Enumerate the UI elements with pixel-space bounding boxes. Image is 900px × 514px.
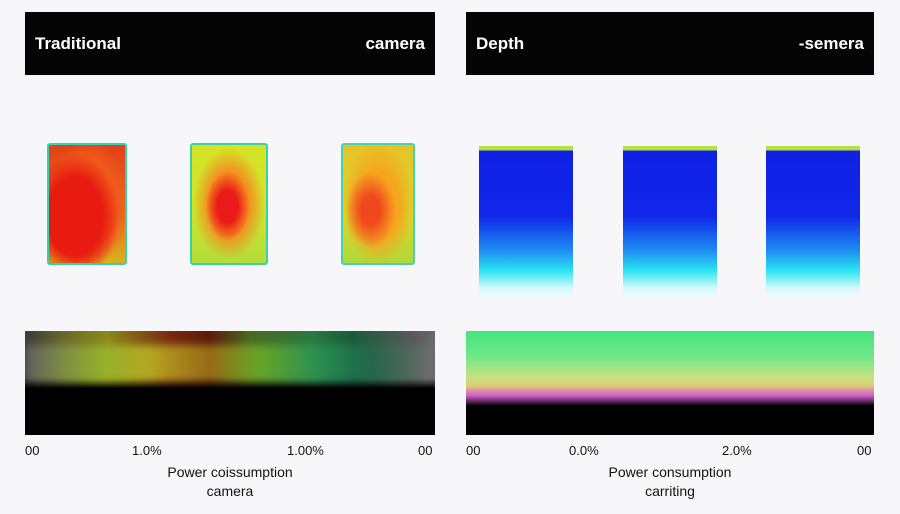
- traditional-strip-glow: [25, 345, 435, 381]
- traditional-subtitle: camera: [365, 33, 425, 53]
- depth-xlabel: Power consumption carriting: [466, 463, 874, 501]
- traditional-tick-2: 1.0%: [132, 443, 162, 458]
- traditional-tick-3: 1.00%: [287, 443, 324, 458]
- depth-xlabel-line2: carriting: [645, 483, 695, 499]
- traditional-tick-4: 00: [418, 443, 433, 458]
- heat-block-3: [341, 143, 415, 265]
- depth-block-2: [623, 146, 717, 298]
- traditional-axis: 00 1.0% 1.00% 00: [25, 443, 435, 461]
- depth-block-1: [479, 146, 573, 298]
- traditional-tick-1: 00: [25, 443, 40, 458]
- traditional-power-strip: [25, 331, 435, 435]
- depth-xlabel-line1: Power consumption: [608, 464, 732, 480]
- traditional-xlabel-line2: camera: [206, 483, 254, 499]
- heat-block-1: [47, 143, 127, 265]
- heat-block-2: [190, 143, 268, 265]
- traditional-header: Traditional camera: [25, 12, 435, 75]
- depth-tick-1: 00: [466, 443, 481, 458]
- traditional-xlabel: Power coissumption camera: [25, 463, 435, 501]
- depth-tick-3: 2.0%: [722, 443, 752, 458]
- depth-title: Depth: [476, 33, 525, 53]
- depth-tick-2: 0.0%: [569, 443, 599, 458]
- depth-tick-4: 00: [857, 443, 872, 458]
- depth-axis: 00 0.0% 2.0% 00: [466, 443, 874, 461]
- depth-camera-panel: Depth -semera 00 0.0% 2.0% 00 Power cons…: [466, 0, 874, 514]
- depth-header: Depth -semera: [466, 12, 874, 75]
- depth-subtitle: -semera: [798, 33, 864, 53]
- depth-block-3: [766, 146, 860, 298]
- traditional-camera-panel: Traditional camera 00 1.0% 1.00% 00 Powe…: [25, 0, 435, 514]
- traditional-title: Traditional: [35, 33, 121, 53]
- depth-power-strip: [466, 331, 874, 435]
- traditional-xlabel-line1: Power coissumption: [167, 464, 293, 480]
